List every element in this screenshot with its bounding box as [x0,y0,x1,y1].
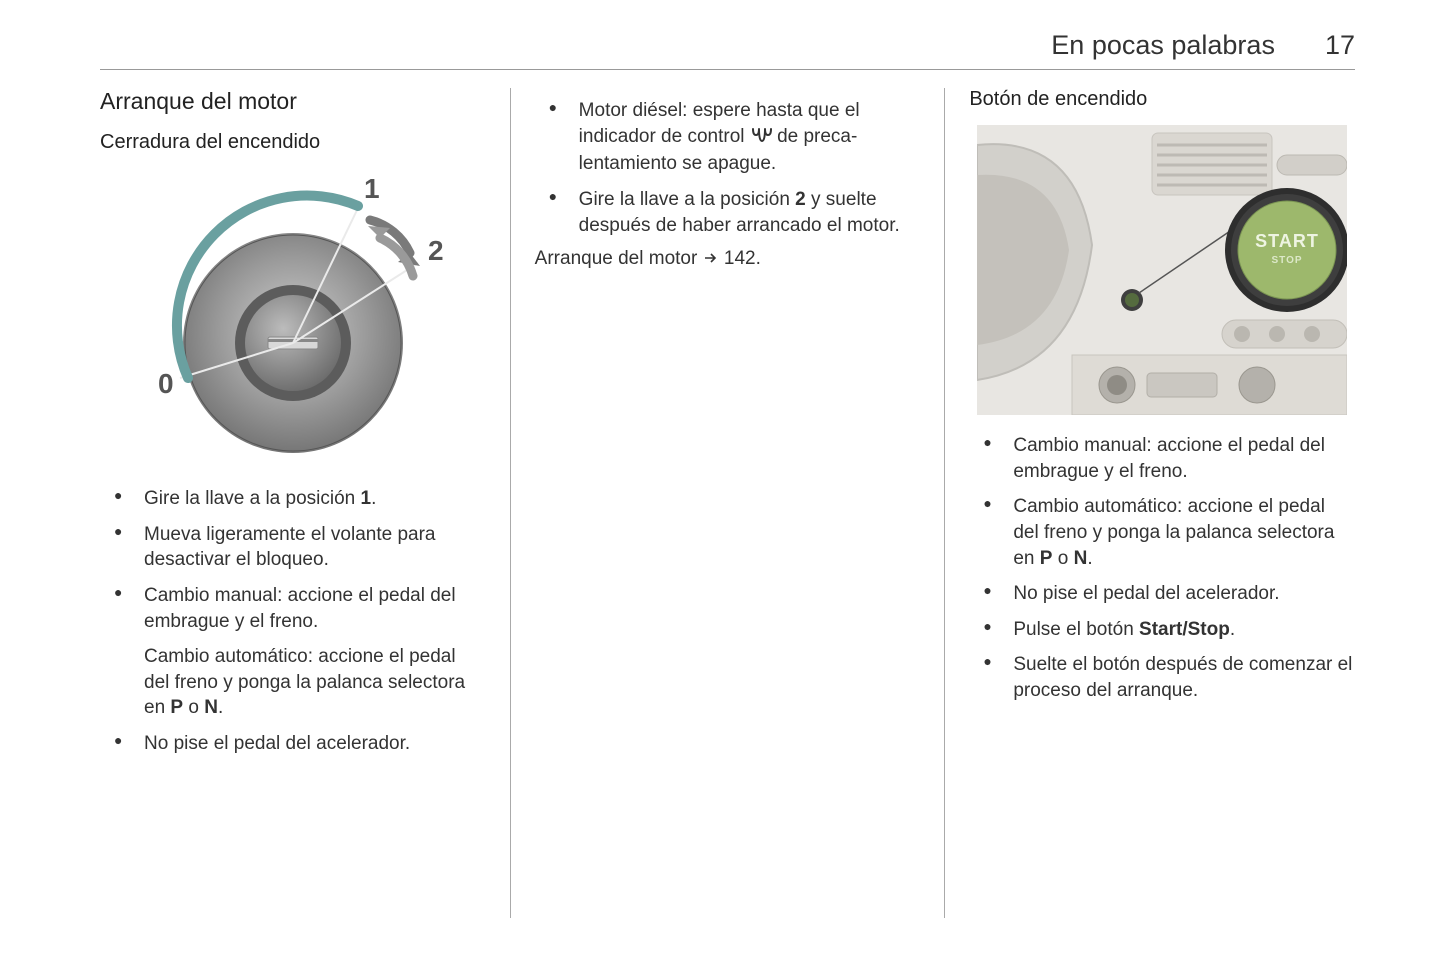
col1-title: Arranque del motor [100,88,486,115]
col2-bullets: Motor diésel: espere hasta que el indica… [535,98,921,238]
list-item: Gire la llave a la posición 1. [100,486,486,512]
start-label-top: START [1255,231,1319,251]
ignition-label-2: 2 [428,235,444,266]
text: Cambio manual: accione el pedal del embr… [144,585,456,632]
col1-extra-para: Cambio automático: accione el pedal del … [100,644,486,721]
text: . [756,248,761,269]
list-item: Cambio automático: accione el pedal del … [969,494,1355,571]
start-label-bottom: STOP [1272,255,1303,266]
list-item: Mueva ligeramente el volante para desact… [100,522,486,573]
column-2: Motor diésel: espere hasta que el indica… [510,88,945,918]
text: Cambio manual: accione el pedal del embr… [1013,435,1325,482]
text: Gire la llave a la posición [144,488,361,509]
text: o [183,697,204,718]
text: . [218,697,223,718]
ignition-label-1: 1 [364,173,380,204]
list-item: Suelte el botón después de comenzar el p… [969,652,1355,703]
col2-xref: Arranque del motor 142. [535,248,921,271]
start-button-svg: START STOP [977,125,1347,415]
ignition-lock-svg: 0 1 2 [128,168,458,468]
ignition-label-0: 0 [158,368,174,399]
header-rule [100,69,1355,70]
text: . [1087,548,1092,569]
text: Arranque del motor [535,248,703,269]
col3-bullets: Cambio manual: accione el pedal del embr… [969,433,1355,704]
preheat-icon [750,126,772,152]
list-item: No pise el pedal del acelerador. [969,581,1355,607]
text: . [371,488,376,509]
list-item: Cambio manual: accione el pedal del embr… [969,433,1355,484]
text: 142 [724,248,756,269]
text: . [1230,619,1235,640]
ignition-lock-figure: 0 1 2 [100,168,486,468]
list-item: Gire la llave a la posición 2 y suelte d… [535,187,921,238]
col3-title: Botón de encendido [969,88,1355,111]
list-item: No pise el pedal del acelerador. [100,731,486,757]
col1-bullets: Gire la llave a la posición 1. Mueva lig… [100,486,486,634]
page-header: En pocas palabras 17 [100,30,1355,61]
list-item: Pulse el botón Start/Stop. [969,617,1355,643]
bold-text: N [204,697,218,718]
start-button-figure: START STOP [969,125,1355,415]
bold-text: P [1040,548,1053,569]
bold-text: Start/Stop [1139,619,1230,640]
text: No pise el pedal del acelerador. [1013,583,1279,604]
text: Mueva ligeramente el volante para desact… [144,524,436,571]
column-3: Botón de encendido [944,88,1355,918]
list-item: Motor diésel: espere hasta que el indica… [535,98,921,177]
text: No pise el pedal del acelerador. [144,733,410,754]
text: Gire la llave a la posición [579,189,796,210]
text: o [1052,548,1073,569]
xref-icon [703,249,719,271]
bold-text: N [1074,548,1088,569]
content-columns: Arranque del motor Cerradura del encendi… [100,88,1355,918]
text: Pulse el botón [1013,619,1139,640]
page-number: 17 [1325,30,1355,61]
text: Suelte el botón después de comenzar el p… [1013,654,1352,701]
col1-subtitle: Cerradura del encendido [100,131,486,154]
bold-text: P [170,697,183,718]
col1-bullets-2: No pise el pedal del acelerador. [100,731,486,757]
list-item: Cambio manual: accione el pedal del embr… [100,583,486,634]
header-section-title: En pocas palabras [1051,30,1275,61]
bold-text: 1 [361,488,372,509]
bold-text: 2 [795,189,806,210]
column-1: Arranque del motor Cerradura del encendi… [100,88,510,918]
